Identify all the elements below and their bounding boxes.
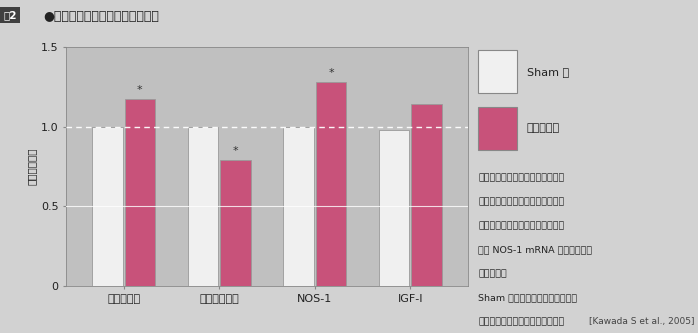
Text: *: * [137,85,142,95]
Text: チン量（タンパク量）の減少，お: チン量（タンパク量）の減少，お [478,221,565,230]
Bar [379,130,409,286]
Bar [125,99,155,286]
Text: [Kawada S et al., 2005]: [Kawada S et al., 2005] [589,317,695,326]
Text: を制限しなかった対照群。平均値: を制限しなかった対照群。平均値 [478,317,565,326]
Bar [411,104,442,286]
Bar [315,82,346,286]
Bar [92,127,123,286]
Text: ●加圧トレーニングの局所的効果: ●加圧トレーニングの局所的効果 [43,10,159,23]
Bar [478,107,517,150]
Text: よび NOS-1 mRNA の発現上昇が: よび NOS-1 mRNA の発現上昇が [478,245,593,254]
Text: は，肥大した筋においてミオスタ: は，肥大した筋においてミオスタ [478,197,565,206]
Text: 血流制限群: 血流制限群 [527,123,560,133]
Text: 見られる。: 見られる。 [478,269,507,278]
Text: ラット後肢筋の血流制限モデルで: ラット後肢筋の血流制限モデルで [478,173,565,182]
Text: 図2: 図2 [3,10,17,20]
Bar [220,160,251,286]
Bar [188,127,218,286]
Y-axis label: 量（相対値）: 量（相対値） [27,148,37,185]
Bar [283,127,314,286]
Text: *: * [232,146,238,156]
Text: Sham 群: Sham 群 [527,67,569,77]
Text: *: * [328,68,334,78]
Bar [478,50,517,93]
Text: Sham 群は手術のみを行い，血流: Sham 群は手術のみを行い，血流 [478,293,577,302]
